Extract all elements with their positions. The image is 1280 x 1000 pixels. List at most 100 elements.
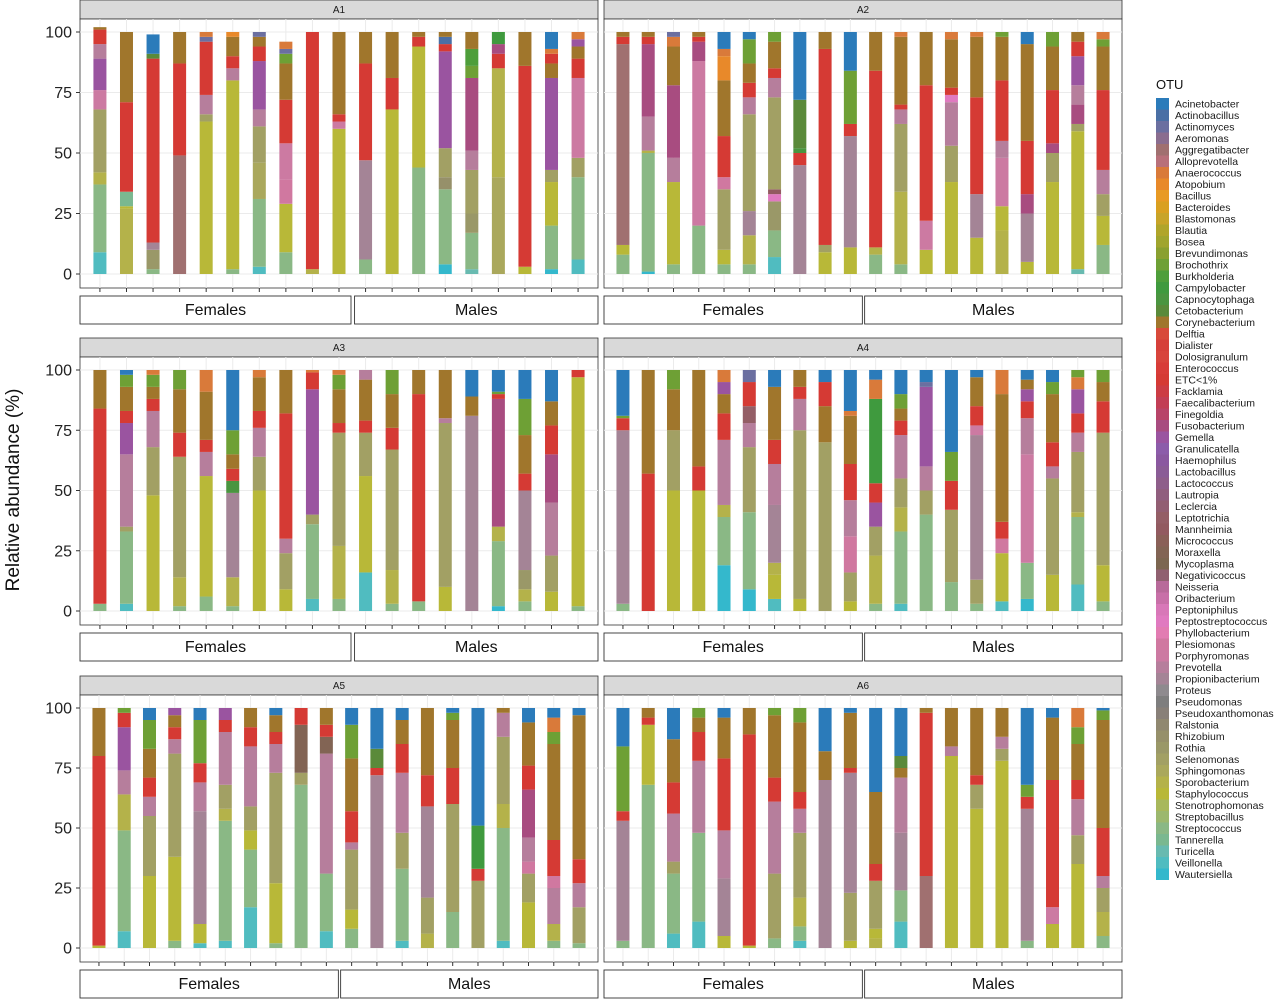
bar-segment	[717, 717, 731, 759]
bar-segment	[818, 751, 832, 780]
bar	[199, 32, 213, 274]
bar-segment	[93, 90, 107, 110]
bar-segment	[146, 58, 160, 243]
bar-segment	[641, 150, 655, 153]
legend-swatch	[1156, 581, 1169, 593]
legend-item: Rothia	[1156, 742, 1206, 755]
bar-segment	[146, 53, 160, 59]
bar-segment	[793, 832, 807, 898]
bar-segment	[545, 425, 559, 455]
bar	[571, 32, 585, 274]
legend-swatch	[1156, 121, 1169, 133]
bar-segment	[970, 36, 984, 98]
bar	[93, 27, 107, 274]
legend-swatch	[1156, 259, 1169, 271]
bar-segment	[370, 748, 384, 768]
bar-segment	[146, 398, 160, 411]
group-label: Males	[455, 639, 498, 656]
bar-segment	[919, 466, 933, 491]
bar-segment	[768, 777, 782, 802]
panel-strip-label: A3	[333, 343, 346, 354]
bar-segment	[894, 420, 908, 436]
legend-label: Oribacterium	[1175, 593, 1235, 605]
bar-segment	[226, 80, 240, 270]
bar-segment	[385, 109, 399, 274]
bar-segment	[385, 570, 399, 604]
bar-segment	[869, 792, 883, 864]
bar	[742, 708, 756, 948]
bar	[616, 370, 630, 611]
legend-swatch	[1156, 385, 1169, 397]
bar-segment	[547, 744, 561, 840]
legend-item: Lactobacillus	[1156, 466, 1236, 479]
bar-segment	[332, 423, 346, 433]
bar-segment	[571, 377, 585, 607]
legend-swatch	[1156, 719, 1169, 731]
bar-segment	[438, 44, 452, 52]
bar-segment	[226, 480, 240, 493]
bar	[146, 34, 160, 274]
bar-segment	[168, 739, 182, 754]
bar-segment	[717, 413, 731, 440]
bar-segment	[438, 51, 452, 149]
legend-swatch	[1156, 638, 1169, 650]
bar-segment	[305, 372, 319, 390]
bar-segment	[518, 589, 532, 602]
legend-item: Aeromonas	[1156, 132, 1229, 145]
bar-segment	[244, 806, 258, 831]
bar-segment	[545, 182, 559, 226]
legend-label: Alloprevotella	[1175, 156, 1238, 168]
y-tick-label: 100	[45, 25, 72, 42]
bar-segment	[1096, 39, 1110, 47]
bar-segment	[818, 32, 832, 49]
bar	[641, 708, 655, 948]
bar	[226, 32, 240, 274]
legend-label: Stenotrophomonas	[1175, 800, 1264, 812]
bar-segment	[616, 940, 630, 948]
bar-segment	[269, 943, 283, 948]
bar-segment	[843, 410, 857, 416]
legend-swatch	[1156, 328, 1169, 340]
bar	[717, 370, 731, 611]
bar-segment	[894, 756, 908, 768]
legend-item: Peptostreptococcus	[1156, 615, 1267, 628]
legend-label: Moraxella	[1175, 547, 1221, 559]
legend-swatch	[1156, 305, 1169, 317]
bar-segment	[1046, 478, 1060, 575]
bar-segment	[793, 165, 807, 274]
bar-segment	[869, 603, 883, 611]
bar-segment	[199, 451, 213, 477]
bar-segment	[742, 97, 756, 115]
bar-segment	[146, 495, 160, 611]
legend-item: Actinomyces	[1156, 121, 1235, 134]
bar-segment	[692, 832, 706, 922]
bar-segment	[944, 756, 958, 948]
legend-swatch	[1156, 316, 1169, 328]
bar-segment	[1020, 370, 1034, 380]
bar-segment	[717, 439, 731, 505]
legend-swatch	[1156, 868, 1169, 880]
bar-segment	[793, 370, 807, 387]
bar-segment	[359, 32, 373, 64]
legend-swatch	[1156, 431, 1169, 443]
bar-segment	[1071, 517, 1085, 585]
legend-item: Gemella	[1156, 431, 1214, 444]
bar-segment	[1071, 727, 1085, 744]
legend-label: Leptotrichia	[1175, 513, 1229, 525]
bar-segment	[1046, 708, 1060, 718]
bar-segment	[547, 940, 561, 948]
bar-segment	[370, 768, 384, 776]
bar-segment	[332, 374, 346, 390]
bar	[294, 708, 308, 948]
legend-item: Mycoplasma	[1156, 558, 1234, 571]
legend-item: Wautersiella	[1156, 868, 1233, 881]
panel-a1: A1 0 25 50 75 100 Females Males	[45, 0, 599, 325]
legend-swatch	[1156, 627, 1169, 639]
bar	[970, 32, 984, 274]
bar-segment	[768, 230, 782, 258]
bar-segment	[471, 868, 485, 881]
bar-segment	[496, 940, 510, 948]
bar-segment	[199, 439, 213, 452]
bar-segment	[119, 386, 133, 411]
bar-segment	[252, 427, 266, 457]
